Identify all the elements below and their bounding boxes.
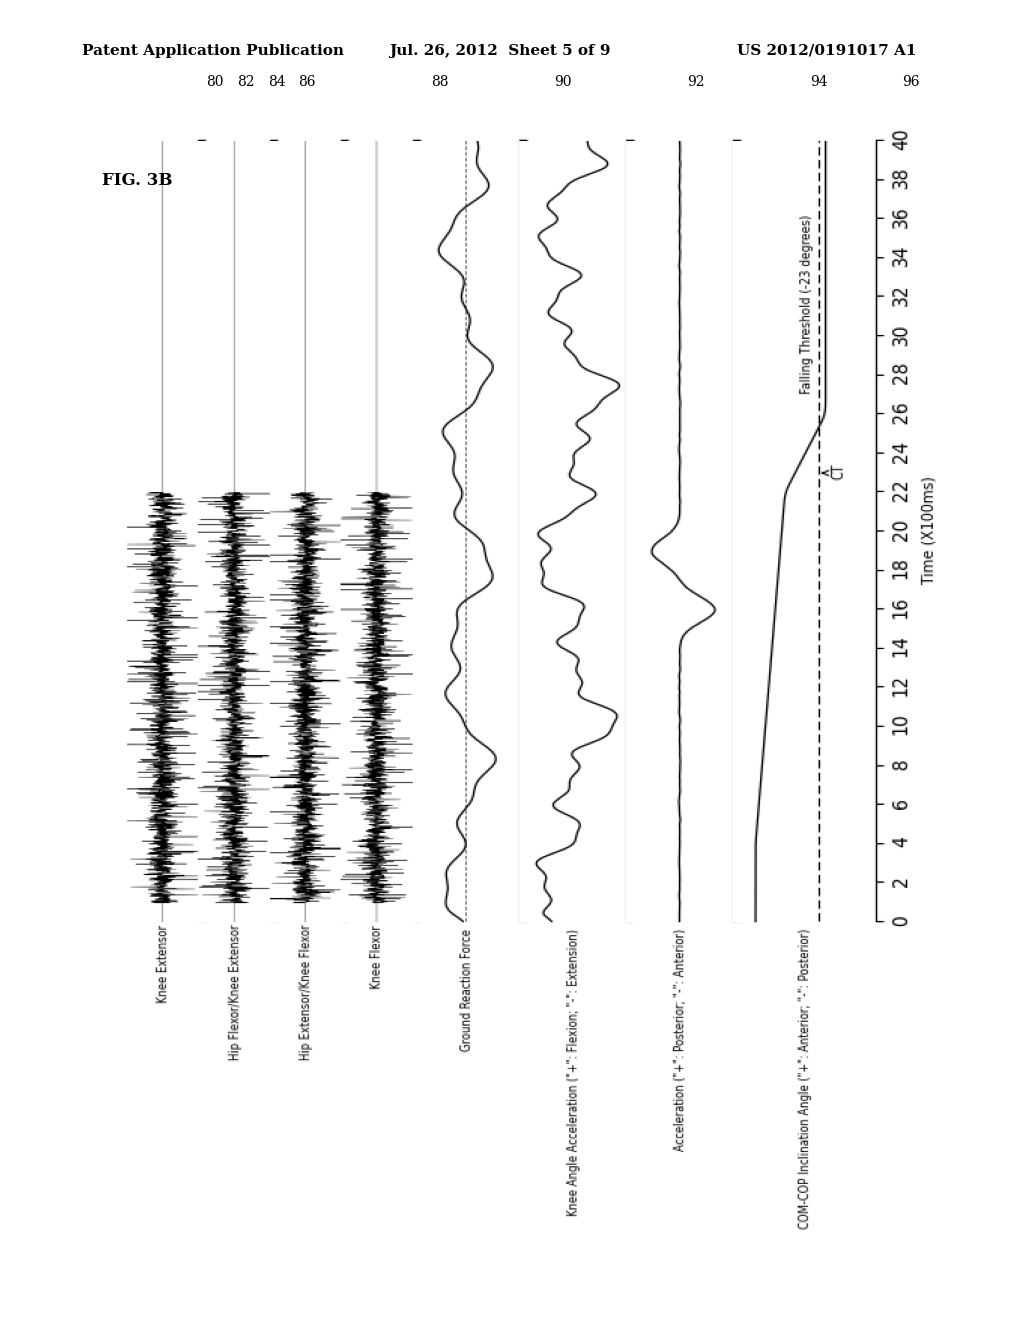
Text: 86: 86 [298,75,316,88]
Text: US 2012/0191017 A1: US 2012/0191017 A1 [737,44,916,58]
Text: 88: 88 [431,75,450,88]
Text: 80: 80 [206,75,224,88]
Text: Jul. 26, 2012  Sheet 5 of 9: Jul. 26, 2012 Sheet 5 of 9 [389,44,610,58]
Text: Patent Application Publication: Patent Application Publication [82,44,344,58]
Text: FIG. 3B: FIG. 3B [102,172,173,189]
Text: 84: 84 [267,75,286,88]
Text: 90: 90 [554,75,572,88]
Text: 92: 92 [687,75,706,88]
Text: 96: 96 [902,75,921,88]
Text: 82: 82 [237,75,255,88]
Text: 94: 94 [810,75,828,88]
